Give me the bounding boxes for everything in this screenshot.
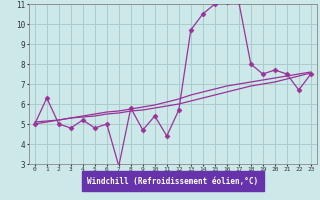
X-axis label: Windchill (Refroidissement éolien,°C): Windchill (Refroidissement éolien,°C): [87, 177, 258, 186]
